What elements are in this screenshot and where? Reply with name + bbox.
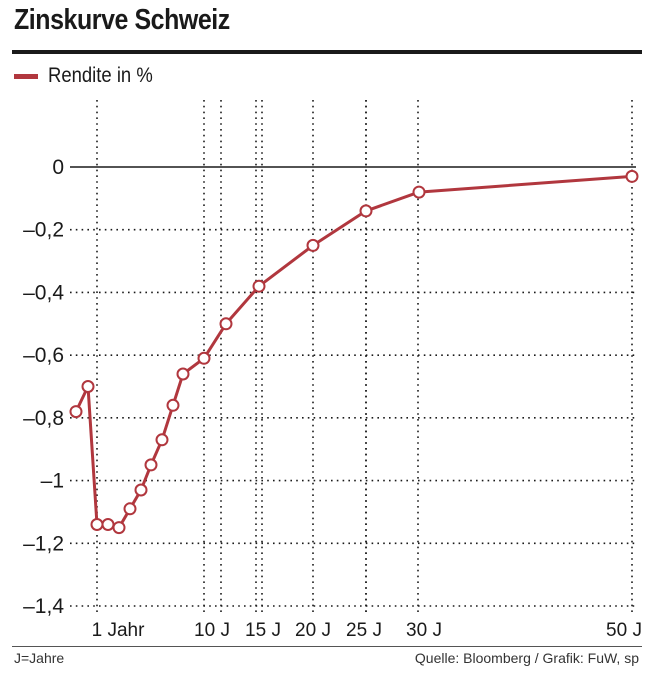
legend-label: Rendite in % (48, 64, 153, 87)
data-point (155, 433, 169, 447)
data-point (69, 405, 83, 419)
data-point (197, 351, 211, 365)
data-point (359, 204, 373, 218)
x-tick-label: 10 J (194, 620, 230, 641)
series-line-path (74, 174, 633, 530)
chart-title: Zinskurve Schweiz (14, 4, 230, 36)
y-tick-label: 0 (52, 156, 64, 179)
data-point (219, 317, 233, 331)
x-tick-label: 50 J (606, 620, 642, 641)
data-point (134, 483, 148, 497)
y-tick-label: –0,6 (23, 344, 64, 367)
x-tick-label: 1 Jahr (92, 620, 145, 641)
legend-swatch (14, 73, 38, 79)
x-tick-label: 25 J (346, 620, 382, 641)
title-rule (12, 50, 642, 54)
x-tick-label: 30 J (406, 620, 442, 641)
x-tick-label: 20 J (295, 620, 331, 641)
y-tick-label: –0,8 (23, 407, 64, 430)
y-tick-label: –0,2 (23, 219, 64, 242)
y-axis-ticks: 0 –0,2 –0,4 –0,6 –0,8 –1 –1,2 –1,4 (23, 156, 64, 618)
data-point (90, 518, 104, 531)
data-point (144, 458, 158, 472)
data-point (176, 367, 190, 381)
data-point (252, 279, 266, 293)
data-point (101, 518, 115, 531)
x-axis-ticks: 1 Jahr 10 J 15 J 20 J 25 J 30 J 50 J (92, 620, 642, 641)
data-point (412, 185, 426, 199)
series-points (69, 169, 639, 535)
y-tick-label: –0,4 (23, 281, 64, 304)
footer-note: J=Jahre (14, 650, 65, 666)
data-point (81, 380, 95, 393)
legend: Rendite in % (14, 62, 167, 90)
data-point (306, 238, 320, 252)
series-line (74, 174, 633, 530)
footer-rule (12, 646, 642, 647)
data-point (166, 398, 180, 412)
data-point (112, 521, 126, 535)
x-tick-label: 15 J (245, 620, 281, 641)
footer-source: Quelle: Bloomberg / Grafik: FuW, sp (414, 650, 639, 666)
data-point (625, 169, 639, 183)
grid-lines (70, 100, 636, 612)
y-tick-label: –1,2 (23, 532, 64, 555)
y-tick-label: –1,4 (23, 595, 64, 618)
y-tick-label: –1 (41, 470, 64, 493)
data-point (123, 502, 137, 516)
